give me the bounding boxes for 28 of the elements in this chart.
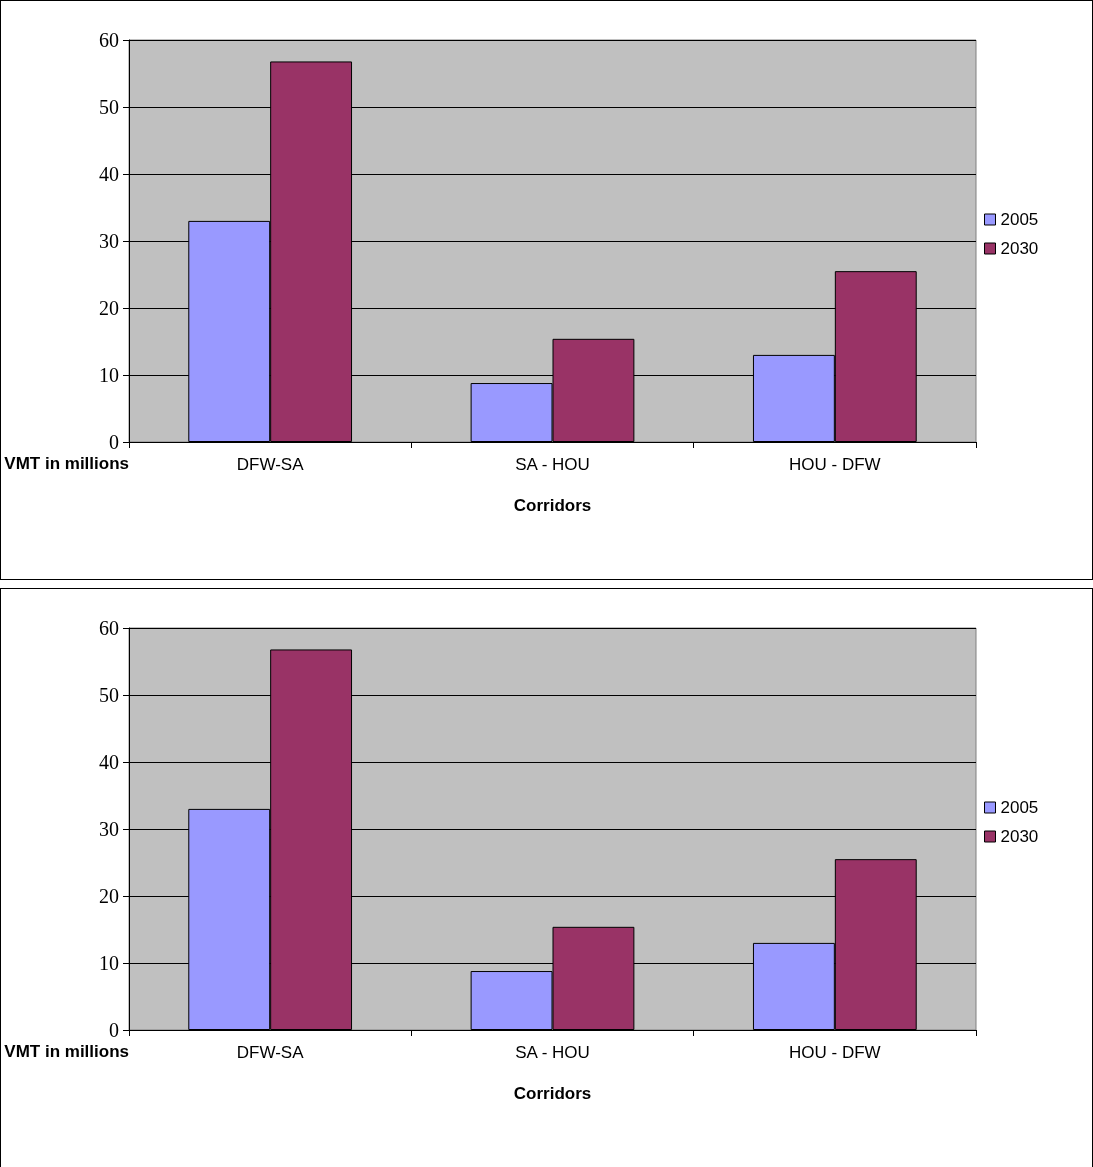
y-tick-label: 50 [99, 96, 119, 118]
y-tick-label: 40 [99, 751, 119, 773]
y-tick-label: 60 [99, 29, 119, 51]
y-tick-label: 30 [99, 230, 119, 252]
x-tick-label: DFW-SA [236, 455, 305, 474]
x-tick-label: DFW-SA [236, 1043, 305, 1062]
y-axis-title: VMT in millions [4, 1042, 129, 1062]
y-tick-label: 60 [99, 617, 119, 639]
y-tick-label: 20 [99, 885, 119, 907]
legend-label: 2030 [1000, 827, 1039, 846]
y-axis-title: VMT in millions [4, 454, 129, 474]
legend-label: 2005 [1000, 210, 1039, 229]
y-tick-label: 30 [99, 818, 119, 840]
x-axis-title: Corridors [513, 496, 592, 515]
legend-label: 2030 [1000, 239, 1039, 258]
y-tick-label: 0 [109, 431, 119, 453]
x-tick-label: HOU - DFW [789, 455, 881, 474]
y-tick-label: 10 [99, 364, 119, 386]
y-tick-label: 20 [99, 297, 119, 319]
x-tick-label: SA - HOU [515, 1043, 590, 1062]
x-axis-title: Corridors [513, 1084, 592, 1103]
x-tick-label: HOU - DFW [789, 1043, 881, 1062]
y-tick-label: 50 [99, 684, 119, 706]
y-tick-label: 10 [99, 952, 119, 974]
x-tick-label: SA - HOU [515, 455, 590, 474]
y-tick-label: 40 [99, 163, 119, 185]
y-tick-label: 0 [109, 1019, 119, 1041]
legend-label: 2005 [1000, 798, 1039, 817]
